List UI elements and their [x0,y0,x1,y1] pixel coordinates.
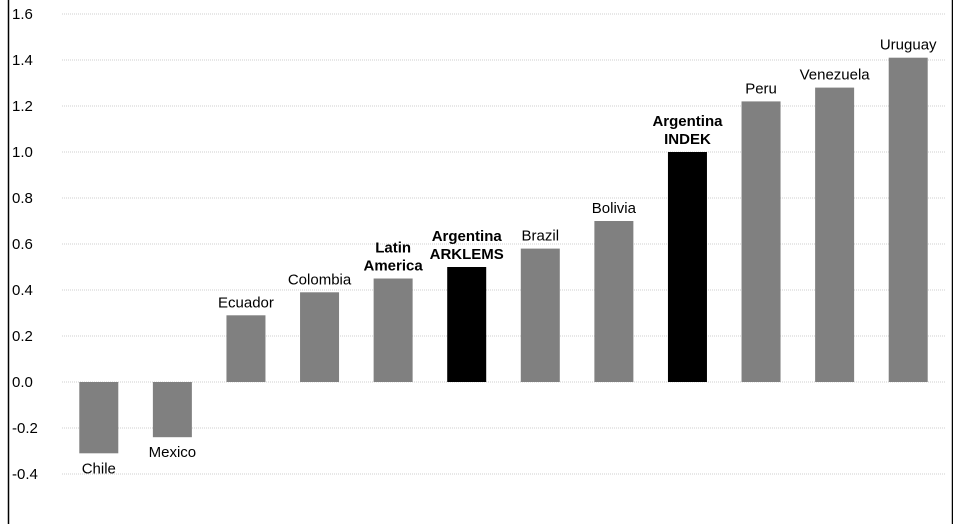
y-tick-label: 1.0 [12,144,33,161]
y-tick-label: -0.4 [12,466,38,483]
bar-venezuela [815,87,855,382]
bar-brazil [520,248,560,382]
y-axis: 1.6 1.4 1.2 1.0 0.8 0.6 0.4 0.2 0.0 -0.2 -0.4 [12,6,38,483]
bar-latin-america [373,278,413,382]
y-tick-label: 0.2 [12,328,33,345]
y-tick-label: 0.8 [12,190,33,207]
bar-peru [741,101,781,383]
bar-chile [79,382,119,454]
category-label: Argentina [432,228,503,245]
category-label: Brazil [522,228,560,245]
category-label: Colombia [288,271,352,288]
category-label: Peru [745,80,777,97]
category-label: Uruguay [880,37,937,54]
bar-ecuador [226,315,266,382]
category-label: Venezuela [800,67,871,84]
category-label: INDEK [664,131,711,148]
bars-layer [79,57,928,454]
category-label: Argentina [652,113,723,130]
category-label: Chile [82,460,116,477]
bar-argentina-indek [667,152,707,382]
bar-argentina-arklems [447,267,487,382]
y-tick-label: 0.4 [12,282,33,299]
y-tick-label: 1.6 [12,6,33,23]
bar-uruguay [888,57,928,382]
category-label: ARKLEMS [430,246,504,263]
y-tick-label: 1.2 [12,98,33,115]
y-tick-label: 1.4 [12,52,33,69]
y-tick-label: 0.0 [12,374,33,391]
category-label: Mexico [149,444,197,461]
bar-bolivia [594,221,634,382]
y-tick-label: -0.2 [12,420,38,437]
bar-mexico [152,382,192,438]
y-tick-label: 0.6 [12,236,33,253]
category-label: America [364,258,424,275]
category-label: Bolivia [592,200,637,217]
bar-colombia [300,292,340,382]
category-label: Latin [375,240,411,257]
category-label: Ecuador [218,294,274,311]
